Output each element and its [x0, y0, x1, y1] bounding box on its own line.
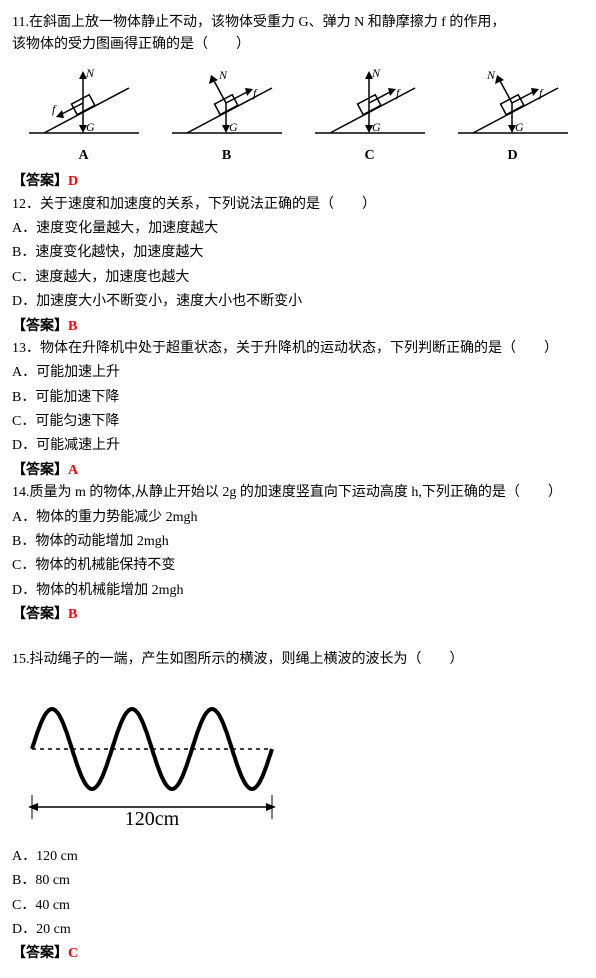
q15-text: 抖动绳子的一端，产生如图所示的横波，则绳上横波的波长为（ ） [30, 652, 464, 667]
q11-label-d: D [453, 145, 573, 167]
svg-text:G: G [229, 120, 238, 134]
q12-option-d: D．加速度大小不断变小，速度大小也不断变小 [12, 291, 584, 313]
wave-label: 120cm [125, 808, 180, 829]
svg-text:G: G [86, 120, 95, 134]
q11-diagram-a: N G f A [24, 63, 144, 167]
svg-text:N: N [486, 68, 496, 82]
answer-value: D [68, 174, 78, 189]
q15-option-c: C．40 cm [12, 895, 584, 917]
q12-number: 12． [12, 197, 40, 212]
answer-label: 【答案】 [12, 946, 68, 961]
q14-option-d: D．物体的机械能增加 2mgh [12, 580, 584, 602]
question-12: 12．关于速度和加速度的关系，下列说法正确的是（ ） A．速度变化量越大，加速度… [12, 194, 584, 338]
answer-label: 【答案】 [12, 607, 68, 622]
q12-option-b: B．速度变化越快，加速度越大 [12, 242, 584, 264]
answer-label: 【答案】 [12, 463, 68, 478]
q11-diagram-c: N G f C [310, 63, 430, 167]
q12-option-c: C．速度越大，加速度也越大 [12, 267, 584, 289]
q12-option-a: A．速度变化量越大，加速度越大 [12, 218, 584, 240]
q15-answer: 【答案】C [12, 943, 584, 965]
answer-label: 【答案】 [12, 174, 68, 189]
q13-option-a: A．可能加速上升 [12, 362, 584, 384]
answer-value: C [68, 946, 78, 961]
q14-option-b: B．物体的动能增加 2mgh [12, 531, 584, 553]
q13-option-c: C．可能匀速下降 [12, 411, 584, 433]
q15-option-b: B．80 cm [12, 870, 584, 892]
svg-text:G: G [372, 120, 381, 134]
q11-text-line2: 该物体的受力图画得正确的是（ ） [12, 37, 250, 52]
svg-text:f: f [539, 86, 544, 100]
q11-number: 11. [12, 15, 29, 30]
q15-wave-diagram: 120cm [12, 679, 584, 837]
svg-text:f: f [52, 102, 57, 116]
q11-diagram-b: N G f B [167, 63, 287, 167]
q13-answer: 【答案】A [12, 460, 584, 482]
q11-label-a: A [24, 145, 144, 167]
q15-number: 15. [12, 652, 30, 667]
svg-text:f: f [396, 86, 401, 100]
q11-label-b: B [167, 145, 287, 167]
q14-option-c: C．物体的机械能保持不变 [12, 555, 584, 577]
q13-number: 13． [12, 341, 40, 356]
q12-text: 关于速度和加速度的关系，下列说法正确的是（ ） [40, 197, 376, 212]
q13-option-d: D．可能减速上升 [12, 435, 584, 457]
question-15: 15.抖动绳子的一端，产生如图所示的横波，则绳上横波的波长为（ ） 120cm … [12, 649, 584, 966]
q14-number: 14. [12, 485, 30, 500]
question-11: 11.在斜面上放一物体静止不动，该物体受重力 G、弹力 N 和静摩擦力 f 的作… [12, 12, 584, 194]
svg-text:f: f [253, 86, 258, 100]
q15-option-d: D．20 cm [12, 919, 584, 941]
answer-value: A [68, 463, 78, 478]
q11-diagram-d: N G f D [453, 63, 573, 167]
answer-label: 【答案】 [12, 319, 68, 334]
q13-option-b: B．可能加速下降 [12, 387, 584, 409]
q11-diagram-row: N G f A N [12, 63, 584, 167]
svg-text:N: N [85, 66, 95, 80]
q11-label-c: C [310, 145, 430, 167]
question-13: 13．物体在升降机中处于超重状态，关于升降机的运动状态，下列判断正确的是（ ） … [12, 338, 584, 482]
q14-answer: 【答案】B [12, 604, 584, 626]
svg-text:N: N [218, 68, 228, 82]
q11-answer: 【答案】D [12, 171, 584, 193]
q15-option-a: A．120 cm [12, 846, 584, 868]
q14-text: 质量为 m 的物体,从静止开始以 2g 的加速度竖直向下运动高度 h,下列正确的… [30, 485, 562, 500]
svg-text:N: N [371, 66, 381, 80]
answer-value: B [68, 607, 77, 622]
q12-answer: 【答案】B [12, 316, 584, 338]
question-14: 14.质量为 m 的物体,从静止开始以 2g 的加速度竖直向下运动高度 h,下列… [12, 482, 584, 626]
svg-text:G: G [515, 120, 524, 134]
q13-text: 物体在升降机中处于超重状态，关于升降机的运动状态，下列判断正确的是（ ） [40, 341, 558, 356]
q11-text-line1: 在斜面上放一物体静止不动，该物体受重力 G、弹力 N 和静摩擦力 f 的作用， [29, 15, 505, 30]
q14-option-a: A．物体的重力势能减少 2mgh [12, 507, 584, 529]
answer-value: B [68, 319, 77, 334]
